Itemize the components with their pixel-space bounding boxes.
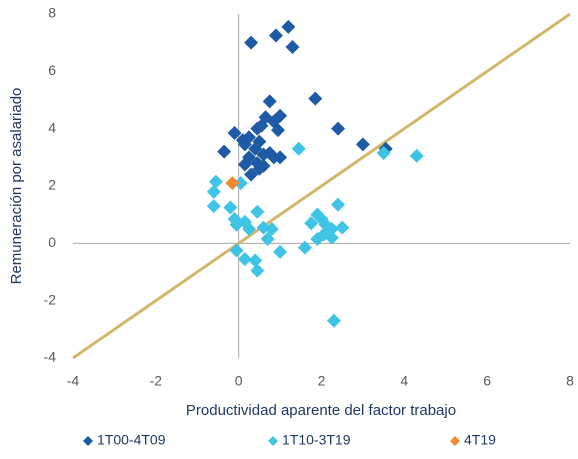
point	[242, 222, 257, 236]
y-tick-label: 2	[48, 177, 56, 193]
y-tick-label: -2	[44, 291, 57, 307]
reference-line	[72, 12, 571, 360]
point	[355, 137, 370, 152]
x-tick-label: -4	[67, 373, 80, 389]
point	[331, 197, 346, 212]
point	[206, 199, 221, 214]
point	[409, 148, 424, 163]
y-tick-label: 0	[48, 234, 56, 250]
legend-marker	[268, 436, 278, 446]
x-tick-label: 6	[483, 373, 491, 389]
point	[244, 35, 259, 50]
point	[237, 252, 252, 267]
y-tick-label: 6	[48, 62, 56, 78]
point	[254, 118, 269, 133]
x-tick-label: -2	[150, 373, 163, 389]
point	[335, 220, 350, 235]
point	[248, 253, 263, 268]
point	[297, 240, 312, 255]
y-tick-label: 4	[48, 119, 56, 135]
legend-label: 1T00-4T09	[97, 432, 166, 448]
y-axis-title: Remuneración por asalariado	[8, 88, 25, 285]
point	[304, 216, 319, 231]
point	[331, 121, 346, 136]
point	[268, 28, 283, 43]
point	[223, 200, 238, 215]
point	[250, 263, 265, 278]
point	[273, 244, 288, 259]
point	[227, 125, 242, 140]
point	[237, 137, 252, 152]
x-tick-label: 0	[235, 373, 243, 389]
point	[237, 157, 252, 172]
x-tick-label: 4	[400, 373, 408, 389]
point	[260, 232, 275, 247]
point	[229, 243, 244, 258]
point	[281, 19, 296, 34]
point	[252, 134, 267, 149]
x-axis-title: Productividad aparente del factor trabaj…	[186, 402, 456, 419]
point	[310, 232, 325, 247]
point	[376, 146, 391, 161]
point	[250, 204, 265, 219]
point	[264, 222, 279, 236]
point	[250, 121, 265, 136]
x-tick-label: 8	[566, 373, 574, 389]
point	[324, 222, 339, 236]
point	[308, 91, 323, 106]
point	[273, 108, 288, 123]
point	[273, 150, 288, 165]
y-tick-label: 8	[48, 5, 56, 21]
point	[208, 174, 223, 189]
legend-label: 4T19	[464, 432, 496, 448]
point	[271, 123, 286, 138]
point	[285, 39, 300, 54]
point	[326, 313, 341, 328]
point	[233, 176, 248, 191]
point	[206, 184, 221, 199]
point	[324, 230, 339, 245]
point	[252, 161, 267, 176]
point	[225, 176, 240, 191]
point	[217, 144, 232, 159]
legend-marker	[83, 436, 93, 446]
point	[291, 141, 306, 156]
point	[244, 167, 259, 182]
legend-marker	[450, 436, 460, 446]
point	[262, 94, 277, 109]
x-tick-label: 2	[318, 373, 326, 389]
y-tick-label: -4	[44, 349, 57, 365]
legend-label: 1T10-3T19	[282, 432, 351, 448]
